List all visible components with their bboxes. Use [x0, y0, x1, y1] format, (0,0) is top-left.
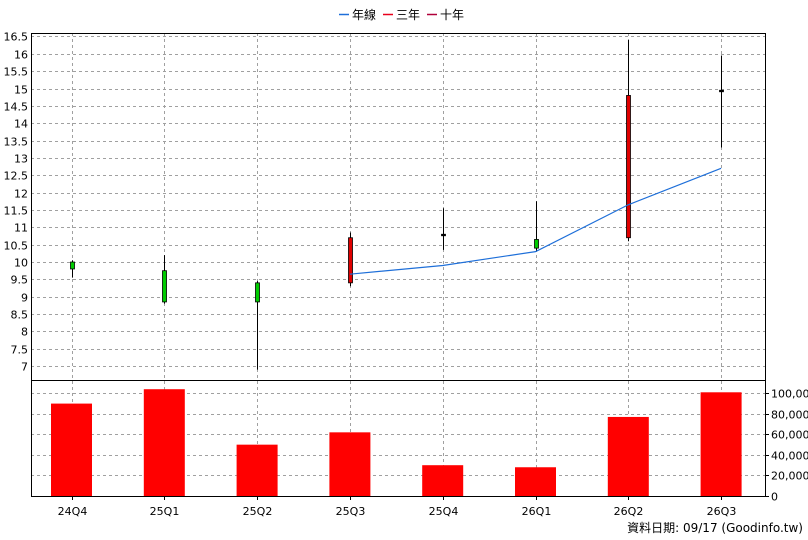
price-tick-label: 15	[14, 84, 28, 97]
price-tick-label: 13	[14, 153, 28, 166]
volume-bar	[607, 416, 649, 496]
price-tick-label: 10.5	[4, 240, 29, 253]
x-tick-label: 24Q4	[58, 505, 88, 518]
price-tick-label: 14	[14, 118, 28, 131]
price-tick-label: 7	[21, 361, 28, 374]
legend-label: 十年	[440, 8, 464, 22]
volume-bar	[329, 432, 371, 496]
x-tick-label: 25Q3	[336, 505, 366, 518]
price-tick-label: 11	[14, 222, 28, 235]
candle-body	[626, 95, 631, 239]
price-tick-label: 7.5	[11, 344, 29, 357]
price-tick-label: 8	[21, 326, 28, 339]
price-axis-ticks: 7 7.5 8 8.5 9 9.5 10 10.5 11 11.5 12 12.5 13 13.5 14 14…	[4, 31, 29, 374]
price-tick-label: 9	[21, 292, 28, 305]
x-tick-label: 26Q1	[522, 505, 552, 518]
candle-body	[348, 237, 353, 284]
candle-body	[255, 282, 260, 303]
footer-text: 資料日期: 09/17 (Goodinfo.tw)	[627, 521, 803, 535]
x-tick-label: 26Q2	[614, 505, 644, 518]
year-line	[349, 167, 722, 275]
candles	[70, 39, 724, 370]
price-tick-label: 12.5	[4, 170, 29, 183]
volume-axis-ticks: 0 20,000 40,000 60,000 80,000 100,000	[765, 388, 808, 504]
grid	[31, 33, 765, 496]
volume-bar	[236, 444, 278, 496]
volume-bar	[700, 392, 742, 496]
price-tick-label: 9.5	[11, 274, 29, 287]
volume-tick-label: 40,000	[771, 450, 808, 463]
x-tick-label: 26Q3	[707, 505, 737, 518]
candle-body	[162, 270, 167, 303]
price-tick-label: 11.5	[4, 205, 29, 218]
candle-body	[719, 89, 724, 93]
candle-body	[70, 261, 75, 270]
x-tick-label: 25Q1	[150, 505, 180, 518]
volume-tick-label: 80,000	[771, 409, 808, 422]
price-tick-label: 8.5	[11, 309, 29, 322]
volume-bar	[143, 389, 185, 496]
price-tick-label: 13.5	[4, 136, 29, 149]
legend: 年線 三年 十年	[339, 7, 464, 22]
volume-tick-label: 60,000	[771, 429, 808, 442]
price-tick-label: 12	[14, 188, 28, 201]
volume-tick-label: 20,000	[771, 470, 808, 483]
legend-label: 年線	[352, 7, 376, 22]
volume-tick-label: 0	[771, 491, 778, 504]
x-tick-label: 25Q4	[429, 505, 459, 518]
price-tick-label: 16.5	[4, 31, 29, 44]
plot-border	[31, 33, 766, 497]
price-tick-label: 14.5	[4, 101, 29, 114]
price-tick-label: 10	[14, 257, 28, 270]
year-line-series	[349, 167, 722, 275]
volume-bars	[51, 389, 742, 496]
x-tick-label: 25Q2	[243, 505, 273, 518]
x-axis-ticks: 24Q4 25Q1 25Q2 25Q3 25Q4 26Q1 26Q2 26Q3	[58, 496, 737, 518]
price-tick-label: 16	[14, 49, 28, 62]
volume-bar	[422, 465, 464, 496]
price-tick-label: 15.5	[4, 66, 29, 79]
volume-tick-label: 100,000	[771, 388, 808, 401]
plot-frame	[31, 33, 766, 497]
candle-body	[441, 233, 446, 237]
volume-bar	[515, 467, 556, 496]
volume-bar	[51, 403, 92, 496]
candle-body	[534, 239, 539, 249]
legend-label: 三年	[396, 8, 420, 22]
